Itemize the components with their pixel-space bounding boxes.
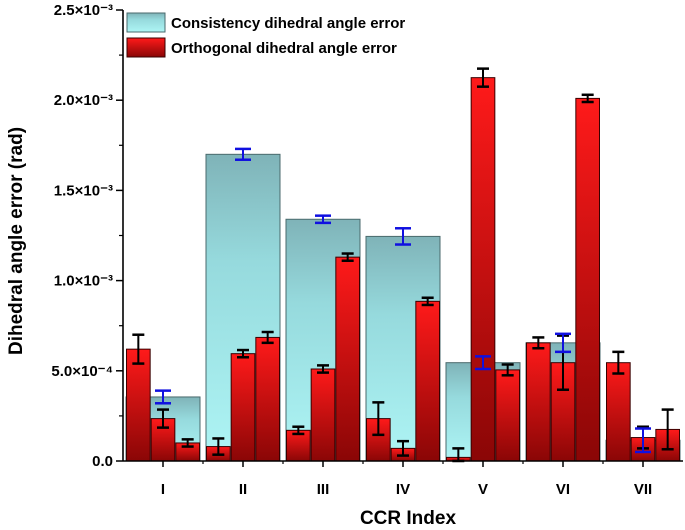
legend-label-orthogonal: Orthogonal dihedral angle error [171,40,397,57]
orthogonal-error-bar [157,408,169,429]
orthogonal-error-bar [612,350,625,375]
orthogonal-error-bar [181,438,194,448]
x-tick-label: II [239,481,247,498]
legend-swatch-orthogonal [126,37,166,58]
x-tick-label: III [317,481,330,498]
orthogonal-bar [606,362,631,462]
x-tick-label: I [161,481,165,498]
orthogonal-error-bar [237,348,249,359]
y-tick-label: 0.0 [92,453,113,470]
orthogonal-bar [230,353,256,462]
y-axis-title: Dihedral angle error (rad) [6,127,27,355]
legend-swatch-consistency [126,12,166,33]
orthogonal-bar [310,368,336,462]
orthogonal-bar [126,348,151,462]
orthogonal-error-bar [261,330,274,345]
orthogonal-error-bar [372,401,385,437]
orthogonal-error-bar [477,67,489,88]
consistency-error-bar [555,332,571,354]
consistency-error-bar [155,389,171,405]
orthogonal-error-bar [292,425,305,436]
consistency-error-bar [315,214,331,225]
orthogonal-bar [470,77,496,462]
x-tick-label: VII [634,481,652,498]
orthogonal-error-bar [397,439,409,457]
legend: Consistency dihedral angle error Orthogon… [126,12,405,58]
x-tick-label: IV [396,481,410,498]
orthogonal-error-bar [341,252,354,263]
orthogonal-error-bar [132,333,145,365]
orthogonal-bar [255,336,280,462]
consistency-error-bar [635,427,651,454]
orthogonal-error-bar [421,296,434,307]
consistency-error-bar [395,227,411,246]
y-tick-label: 2.0×10⁻³ [54,92,113,109]
y-tick-label: 2.5×10⁻³ [54,2,113,19]
orthogonal-bar [335,256,361,462]
x-tick-label: V [478,481,488,498]
orthogonal-error-bar [317,364,329,374]
orthogonal-error-bar [212,437,225,456]
orthogonal-bar [415,300,441,462]
legend-label-consistency: Consistency dihedral angle error [171,15,405,32]
orthogonal-bar [575,97,600,462]
orthogonal-error-bar [532,336,545,350]
y-tick-label: 5.0×10⁻⁴ [51,363,113,380]
x-axis-title: CCR Index [360,508,457,529]
x-tick-label: VI [556,481,570,498]
orthogonal-bar [495,369,521,462]
orthogonal-bar [526,342,551,462]
y-tick-label: 1.5×10⁻³ [54,182,113,199]
orthogonal-error-bar [661,408,674,451]
orthogonal-error-bar [581,93,594,104]
orthogonal-error-bar [501,363,514,377]
y-tick-label: 1.0×10⁻³ [54,273,113,290]
consistency-error-bar [475,355,491,371]
consistency-error-bar [235,147,251,161]
